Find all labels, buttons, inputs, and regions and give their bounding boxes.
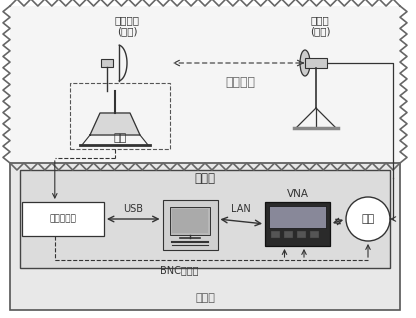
Bar — [305, 58, 327, 68]
Text: 待测天线: 待测天线 — [114, 15, 139, 25]
Bar — [101, 59, 113, 67]
Bar — [170, 207, 210, 235]
Bar — [172, 209, 208, 233]
Bar — [70, 83, 170, 149]
Bar — [22, 202, 104, 236]
Text: BNC同轴线: BNC同轴线 — [160, 265, 199, 275]
Bar — [269, 206, 326, 228]
Text: LAN: LAN — [231, 204, 251, 214]
Bar — [10, 6, 400, 163]
Bar — [271, 231, 280, 238]
Bar — [310, 231, 319, 238]
Text: USB: USB — [123, 204, 143, 214]
Text: 微波暗室: 微波暗室 — [225, 77, 255, 89]
Circle shape — [346, 197, 390, 241]
Text: 计算机: 计算机 — [195, 171, 215, 184]
Bar — [20, 170, 390, 268]
Text: (接收): (接收) — [117, 26, 137, 36]
Bar — [265, 202, 330, 246]
Bar — [297, 231, 306, 238]
Text: 转台: 转台 — [114, 133, 126, 143]
Text: VNA: VNA — [287, 189, 309, 199]
Text: 功放: 功放 — [362, 214, 375, 224]
Bar — [284, 231, 293, 238]
Text: (发射): (发射) — [310, 26, 330, 36]
Ellipse shape — [300, 50, 310, 76]
Text: 控制室: 控制室 — [195, 293, 215, 303]
Text: 源天线: 源天线 — [311, 15, 329, 25]
Polygon shape — [90, 113, 140, 135]
Bar — [10, 163, 400, 310]
Bar — [163, 200, 218, 250]
Text: 转台控制笱: 转台控制笱 — [50, 215, 77, 224]
